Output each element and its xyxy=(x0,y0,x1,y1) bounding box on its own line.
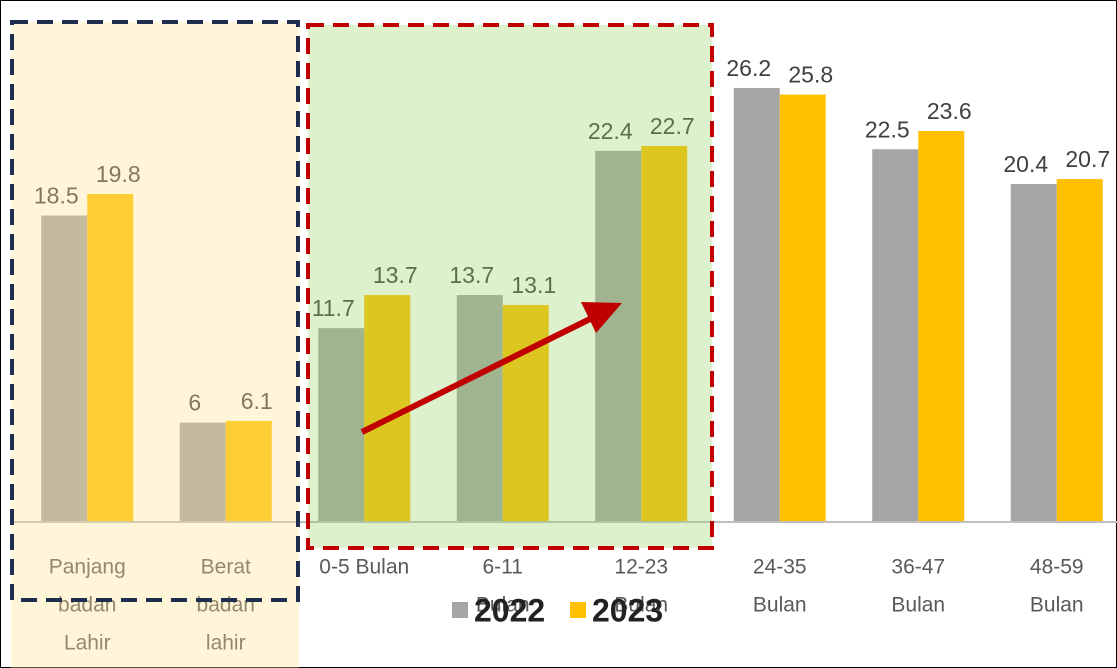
value-label: 20.7 xyxy=(1065,146,1110,172)
bar xyxy=(41,215,88,522)
bar xyxy=(225,420,272,522)
x-tick-label: Bulan xyxy=(614,594,668,617)
value-label: 25.8 xyxy=(788,62,833,88)
bar xyxy=(779,94,826,522)
value-label: 23.6 xyxy=(927,98,972,124)
value-label: 13.7 xyxy=(373,262,418,288)
bar xyxy=(595,150,642,522)
value-label: 6 xyxy=(188,390,201,416)
x-tick-label: Lahir xyxy=(64,632,111,655)
value-label: 6.1 xyxy=(241,388,273,414)
value-label: 22.4 xyxy=(588,118,633,144)
x-tick-label: lahir xyxy=(206,632,246,655)
x-tick-label: 6-11 xyxy=(483,556,523,579)
x-tick-label: Bulan xyxy=(476,594,530,617)
bar xyxy=(733,87,780,522)
legend-label: 2023 xyxy=(592,592,663,628)
x-tick-label: Panjang xyxy=(49,556,126,579)
bar xyxy=(872,149,919,522)
highlight-birth xyxy=(11,22,299,668)
bar xyxy=(918,131,965,522)
value-label: 20.4 xyxy=(1003,151,1048,177)
legend-swatch xyxy=(570,602,586,618)
trend-arrow xyxy=(360,315,594,435)
value-label: 11.7 xyxy=(312,295,355,321)
bar xyxy=(318,328,365,522)
highlight-infant xyxy=(306,23,714,550)
bar xyxy=(1010,184,1057,523)
value-label: 22.5 xyxy=(865,116,910,142)
bar xyxy=(87,193,134,523)
bar xyxy=(456,295,503,522)
value-label: 19.8 xyxy=(96,161,141,187)
x-tick-label: 0-5 Bulan xyxy=(319,556,409,579)
value-label: 13.1 xyxy=(511,272,556,298)
bar xyxy=(641,145,688,523)
bar xyxy=(1056,179,1103,522)
value-label: 18.5 xyxy=(34,183,79,209)
value-label: 22.7 xyxy=(650,113,695,139)
value-label: 26.2 xyxy=(726,55,771,81)
legend-swatch xyxy=(452,602,468,618)
bar xyxy=(179,422,226,522)
x-tick-label: 12-23 xyxy=(614,556,668,579)
trend-arrow-head xyxy=(581,302,622,333)
x-tick-label: Bulan xyxy=(1030,594,1084,617)
highlight-birth-border xyxy=(10,20,300,602)
legend: 2022 2023 xyxy=(452,592,663,628)
x-tick-label: Bulan xyxy=(753,594,807,617)
legend-label: 2022 xyxy=(474,592,545,628)
x-tick-label: Berat xyxy=(201,556,251,579)
bar xyxy=(364,295,411,522)
x-tick-label: Bulan xyxy=(891,594,945,617)
x-tick-label: 24-35 xyxy=(753,556,807,579)
value-label: 13.7 xyxy=(449,262,494,288)
x-tick-label: 48-59 xyxy=(1030,556,1084,579)
x-tick-label: 36-47 xyxy=(891,556,945,579)
plot: 18.519.8PanjangbadanLahir66.1Beratbadanl… xyxy=(10,55,1117,655)
